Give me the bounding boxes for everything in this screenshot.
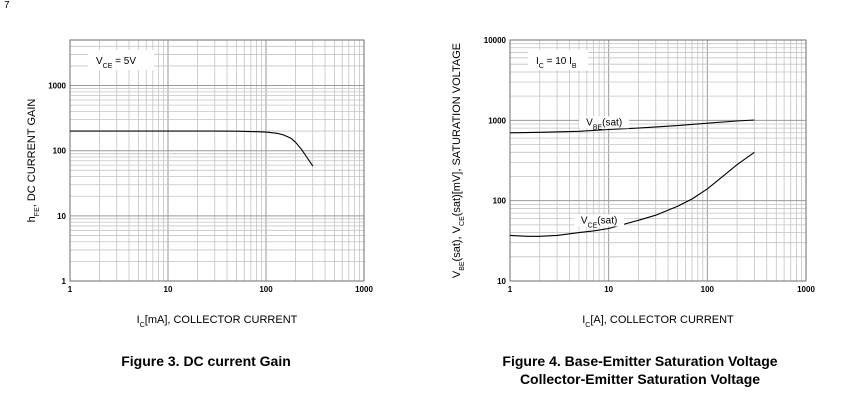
- chart-1-y-axis-label: hFE, DC CURRENT GAIN: [26, 99, 41, 223]
- chart-1-y-tick-label: 1: [62, 277, 67, 286]
- chart-2-series-2-label: VCE(sat): [581, 215, 617, 229]
- figure-4-caption-line-2: Collector-Emitter Saturation Voltage: [519, 371, 761, 387]
- chart-2-annotation-box: [528, 50, 588, 70]
- chart-2-series-2-line: [509, 151, 755, 237]
- chart-2-y-tick-label: 100: [493, 197, 507, 206]
- chart-2-grid: [510, 40, 806, 281]
- chart-2-y-axis-label: VBE(sat), VCE(sat)[mV], SATURATION VOLTA…: [451, 43, 466, 278]
- figure-3-caption: Figure 3. DC current Gain: [121, 353, 291, 369]
- chart-1-x-tick-label: 100: [259, 285, 273, 294]
- corner-mark: 7: [4, 0, 10, 11]
- chart-1-x-tick-label: 1000: [355, 285, 373, 294]
- chart-1-grid: [70, 40, 364, 281]
- chart-2-series-2-label-bg: [574, 214, 625, 227]
- chart-2-x-axis-label: IC[A], COLLECTOR CURRENT: [582, 314, 734, 329]
- chart-2-series-1-line: [509, 119, 755, 134]
- chart-1-annotation-box: [88, 50, 154, 70]
- chart-1-y-tick-label: 10: [57, 212, 66, 221]
- chart-1-y-tick-label: 1000: [48, 82, 66, 91]
- chart-1-x-tick-label: 1: [68, 285, 73, 294]
- chart-2-series-1-label-bg: [579, 116, 630, 129]
- chart-1-frame: [69, 39, 365, 282]
- chart-1-x-axis-label: IC[mA], COLLECTOR CURRENT: [137, 314, 298, 329]
- chart-1-annotation: VCE = 5V: [96, 56, 136, 70]
- chart-2-x-tick-label: 1000: [797, 285, 815, 294]
- chart-2-series-1-label: VBE(sat): [586, 117, 622, 131]
- chart-2-frame: [509, 39, 807, 282]
- chart-2-x-tick-label: 10: [604, 285, 613, 294]
- chart-2-x-tick-label: 100: [701, 285, 715, 294]
- chart-2-plot-area: [510, 40, 806, 281]
- chart-2-annotation: IC = 10 IB: [536, 56, 577, 70]
- chart-1-y-tick-label: 100: [53, 147, 67, 156]
- chart-2-y-tick-label: 10: [497, 277, 506, 286]
- chart-1-x-tick-label: 10: [164, 285, 173, 294]
- figure-4-caption: Figure 4. Base-Emitter Saturation Voltag…: [440, 352, 840, 388]
- chart-2-x-tick-label: 1: [508, 285, 513, 294]
- chart-1: 1 10 100 1000 1 10 100 1000 IC[mA], COLLECTOR CU…: [26, 39, 373, 329]
- chart-2-y-tick-label: 10000: [484, 36, 507, 45]
- chart-2-y-tick-label: 1000: [488, 116, 506, 125]
- figure-4-caption-line-1: Figure 4. Base-Emitter Saturation Voltag…: [502, 353, 778, 369]
- chart-1-series-1-line: [70, 130, 314, 167]
